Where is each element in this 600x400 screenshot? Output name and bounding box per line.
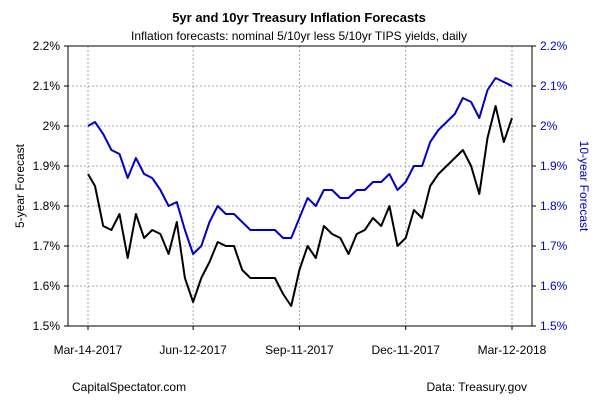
left-tick-label: 1.8% [33,199,61,213]
grid-lines [68,45,532,327]
left-tick-label: 1.7% [33,239,61,253]
right-tick-label: 1.9% [540,159,568,173]
left-tick-label: 2.1% [33,79,61,93]
left-y-ticks: 1.5% 1.6% 1.7% 1.8% 1.9% 2% 2.1% 2.2% [33,39,68,333]
right-tick-label: 1.5% [540,319,568,333]
x-tick-label: Jun-12-2017 [159,343,227,357]
chart-subtitle: Inflation forecasts: nominal 5/10yr less… [131,29,467,43]
series-line-5yr [87,105,513,307]
footer-source-right: Data: Treasury.gov [427,380,528,394]
x-tick-label: Dec-11-2017 [371,343,440,357]
right-tick-label: 1.6% [540,279,568,293]
left-tick-label: 2% [43,119,61,133]
left-tick-label: 1.6% [33,279,61,293]
left-tick-label: 1.5% [33,319,61,333]
left-tick-label: 1.9% [33,159,61,173]
series-line-10yr [87,77,513,255]
left-axis-label: 5-year Forecast [13,143,27,228]
right-tick-label: 2.1% [540,79,568,93]
chart-title: 5yr and 10yr Treasury Inflation Forecast… [172,10,426,25]
right-axis-label: 10-year Forecast [577,141,591,232]
plot-frame [67,45,533,327]
left-tick-label: 2.2% [33,39,61,53]
right-y-ticks: 1.5% 1.6% 1.7% 1.8% 1.9% 2% 2.1% 2.2% [532,39,568,333]
right-tick-label: 2% [540,119,558,133]
right-tick-label: 2.2% [540,39,568,53]
series-layer [87,77,513,307]
x-axis-ticks: Mar-14-2017 Jun-12-2017 Sep-11-2017 Dec-11-… [54,326,547,357]
right-tick-label: 1.8% [540,199,568,213]
x-tick-label: Sep-11-2017 [265,343,334,357]
x-tick-label: Mar-12-2018 [478,343,547,357]
right-tick-label: 1.7% [540,239,568,253]
footer-source-left: CapitalSpectator.com [72,380,186,394]
x-tick-label: Mar-14-2017 [54,343,123,357]
